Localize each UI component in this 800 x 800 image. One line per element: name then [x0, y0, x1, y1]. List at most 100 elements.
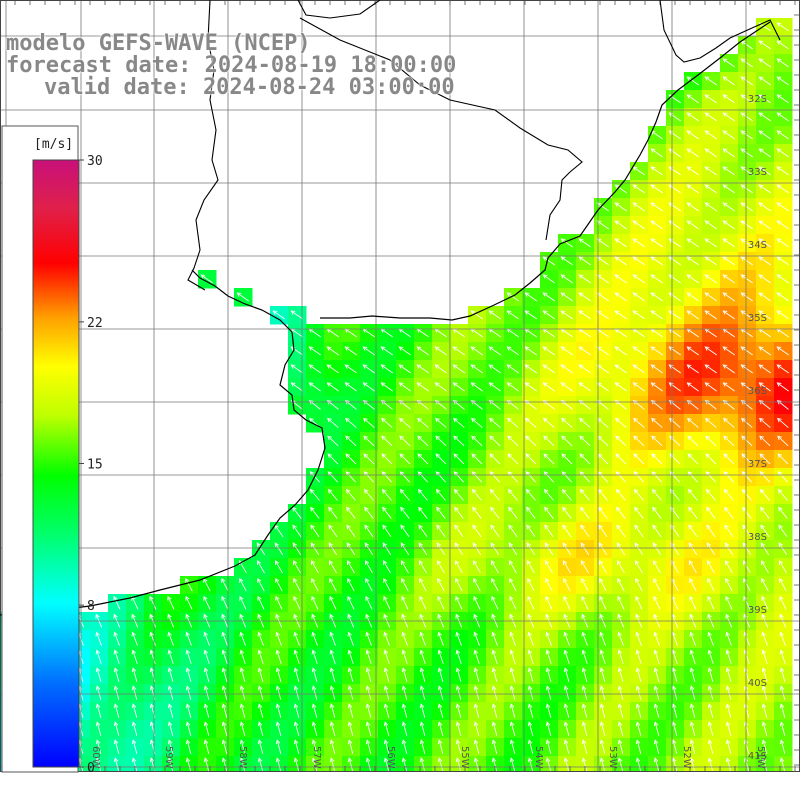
lon-label: 58W — [237, 746, 248, 769]
wind-arrow — [363, 488, 374, 501]
wind-arrow — [436, 524, 446, 538]
wind-arrow — [362, 382, 375, 392]
wind-arrow — [546, 776, 551, 790]
wind-arrow — [653, 685, 660, 700]
wind-arrow — [652, 506, 662, 519]
wind-arrow — [275, 577, 283, 592]
wind-arrow — [437, 739, 444, 754]
wind-arrow — [452, 417, 465, 428]
wind-arrow — [365, 721, 372, 736]
wind-arrow — [650, 417, 663, 428]
wind-arrow — [776, 40, 789, 50]
wind-arrow — [542, 364, 555, 374]
wind-arrow — [311, 577, 319, 592]
wind-arrow — [740, 417, 753, 428]
wind-arrow — [417, 488, 428, 501]
wind-arrow — [527, 721, 534, 736]
lat-label: 38S — [748, 532, 767, 543]
wind-arrow — [725, 757, 732, 772]
wind-arrow — [614, 364, 627, 374]
wind-arrow — [599, 703, 606, 718]
wind-arrow — [779, 649, 786, 664]
wind-arrow — [686, 148, 699, 158]
wind-arrow — [617, 757, 624, 772]
wind-arrow — [527, 739, 534, 754]
wind-arrow — [599, 560, 607, 574]
wind-arrow — [722, 148, 735, 158]
wind-arrow — [596, 274, 609, 284]
wind-arrow — [381, 488, 392, 501]
wind-arrow — [704, 112, 717, 122]
wind-arrow — [779, 595, 787, 610]
field-cell — [684, 756, 703, 772]
wind-arrow — [491, 595, 499, 610]
wind-arrow — [686, 417, 699, 428]
wind-arrow — [578, 274, 591, 284]
wind-arrow — [758, 94, 771, 104]
wind-arrow — [203, 685, 210, 700]
wind-arrow — [760, 542, 770, 556]
wind-arrow — [741, 453, 753, 465]
wind-arrow — [689, 757, 696, 772]
wind-arrow — [489, 435, 501, 447]
field-cell — [414, 774, 433, 793]
field-cell — [594, 774, 613, 793]
wind-arrow — [506, 346, 519, 356]
wind-arrow — [596, 292, 609, 302]
wind-arrow — [740, 76, 753, 86]
wind-arrow — [362, 417, 375, 428]
wind-arrow — [437, 577, 445, 592]
wind-arrow — [761, 595, 769, 610]
coastline-north — [320, 21, 771, 321]
wind-arrow — [544, 506, 554, 519]
wind-arrow — [437, 721, 444, 736]
wind-arrow — [704, 76, 717, 86]
wind-arrow — [221, 685, 228, 700]
wind-arrow — [707, 595, 715, 610]
wind-arrow — [598, 524, 608, 538]
wind-arrow — [579, 435, 591, 447]
wind-arrow — [618, 776, 623, 790]
wind-arrow — [776, 130, 789, 140]
lon-label: 52W — [681, 746, 692, 769]
wind-arrow — [95, 703, 102, 718]
wind-arrow — [581, 703, 588, 718]
wind-arrow — [580, 542, 590, 556]
field-cell — [144, 774, 163, 793]
field-cell — [576, 774, 595, 793]
wind-arrow — [615, 488, 626, 501]
colorbar-gradient — [32, 159, 80, 768]
wind-arrow — [617, 721, 624, 736]
wind-arrow — [257, 649, 264, 664]
wind-arrow — [364, 542, 374, 556]
wind-arrow — [363, 453, 375, 465]
wind-arrow — [455, 631, 462, 646]
wind-arrow — [456, 776, 461, 790]
wind-arrow — [707, 667, 714, 682]
wind-arrow — [383, 757, 390, 772]
wind-arrow — [598, 542, 608, 556]
wind-arrow — [632, 364, 645, 374]
colorbar-ticks: 30 22 15 8 0 — [79, 154, 103, 776]
wind-arrow — [437, 667, 444, 682]
wind-arrow — [650, 274, 663, 284]
wind-arrow — [506, 382, 519, 392]
wind-arrow — [632, 220, 645, 230]
wind-arrow — [419, 703, 426, 718]
wind-arrow — [454, 506, 464, 519]
wind-arrow — [671, 667, 678, 682]
wind-arrow — [221, 667, 228, 682]
wind-arrow — [344, 346, 357, 356]
wind-arrow — [653, 595, 661, 610]
field-cell — [396, 774, 415, 793]
wind-arrow — [401, 560, 409, 574]
wind-arrow — [650, 292, 663, 302]
wind-arrow — [257, 595, 265, 610]
wind-arrow — [470, 346, 483, 356]
wind-arrow — [689, 560, 697, 574]
wind-arrow — [616, 506, 626, 519]
wind-arrow — [777, 488, 788, 501]
lat-label: 34S — [748, 240, 767, 251]
wind-arrow — [579, 488, 590, 501]
wind-arrow — [473, 595, 481, 610]
